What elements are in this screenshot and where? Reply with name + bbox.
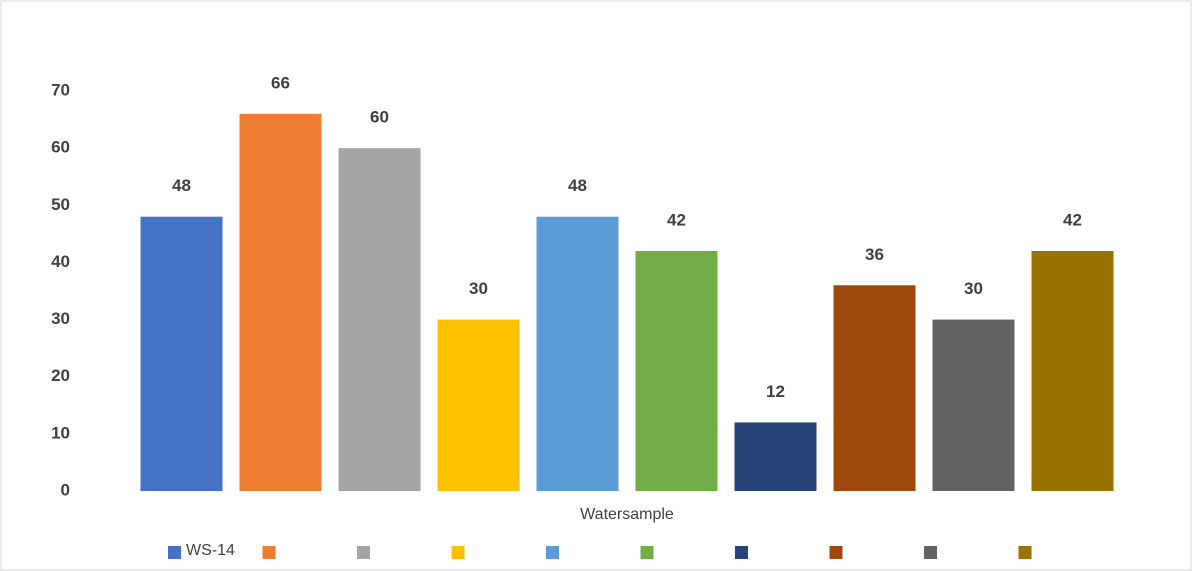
data-label: 30	[964, 279, 983, 298]
legend-swatch	[262, 546, 276, 559]
legend-swatch	[1018, 546, 1032, 559]
legend-swatch	[546, 546, 559, 559]
data-label: 48	[568, 176, 587, 195]
y-tick-label: 70	[51, 80, 70, 99]
bar	[932, 319, 1015, 491]
bar	[635, 251, 718, 491]
y-tick-label: 0	[61, 480, 70, 499]
legend-swatch	[735, 546, 748, 559]
x-axis-label: Watersample	[580, 506, 674, 523]
bar	[140, 216, 223, 491]
y-tick-label: 10	[51, 423, 70, 442]
data-label: 42	[1063, 210, 1082, 229]
data-label: 42	[667, 210, 686, 229]
data-label: 30	[469, 279, 488, 298]
y-tick-label: 50	[51, 195, 70, 214]
bar	[437, 319, 520, 491]
y-tick-label: 20	[51, 366, 70, 385]
bar	[833, 285, 916, 491]
y-tick-label: 60	[51, 138, 70, 157]
data-label: 36	[865, 245, 884, 264]
data-label: 48	[172, 176, 191, 195]
legend-swatch	[451, 546, 465, 559]
y-tick-label: 30	[51, 309, 70, 328]
data-label: 12	[766, 382, 785, 401]
bar	[239, 113, 322, 491]
legend-swatch	[357, 546, 370, 559]
data-label: 66	[271, 73, 290, 92]
bar	[734, 422, 817, 491]
legend-swatch	[829, 546, 843, 559]
y-tick-label: 40	[51, 252, 70, 271]
legend-swatch	[924, 546, 937, 559]
data-label: 60	[370, 108, 389, 127]
legend-label: WS-14	[186, 542, 235, 559]
bar	[1031, 251, 1114, 491]
legend-swatch	[640, 546, 654, 559]
bar	[338, 148, 421, 491]
legend-swatch	[168, 546, 181, 559]
bar	[536, 216, 619, 491]
